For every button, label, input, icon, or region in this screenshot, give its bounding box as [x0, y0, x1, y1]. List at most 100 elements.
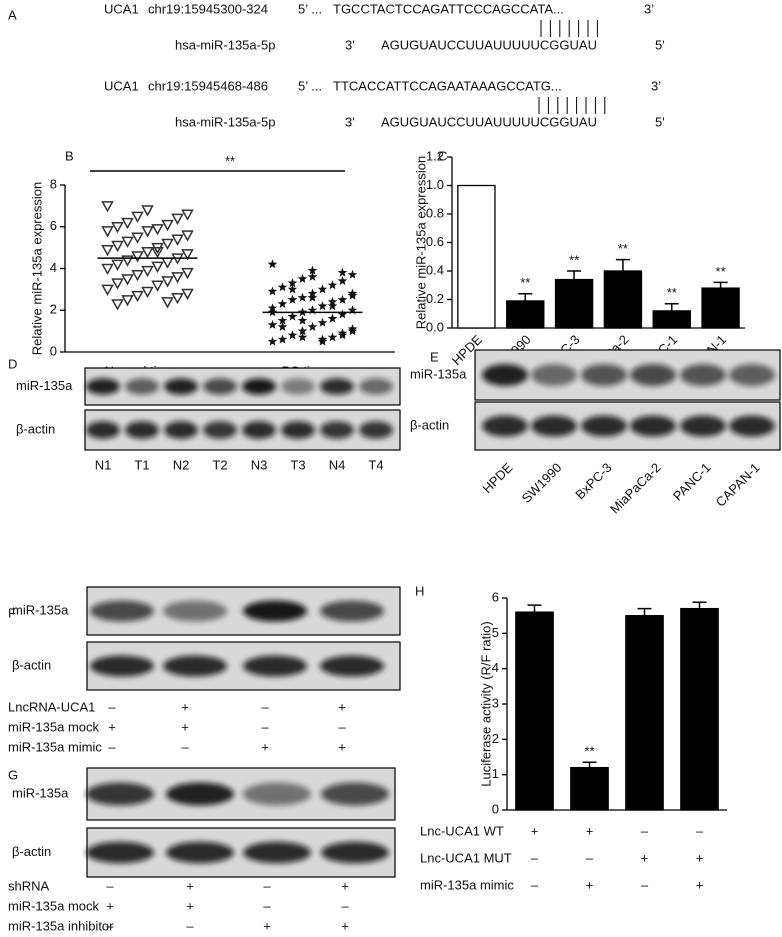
y-axis-label: Relative miR-135a expression	[413, 156, 428, 329]
marker	[181, 267, 194, 280]
band	[166, 782, 234, 806]
bar	[625, 615, 664, 811]
marker	[327, 313, 338, 323]
error-bar	[615, 258, 630, 271]
significance: **	[584, 744, 594, 759]
band	[281, 378, 315, 395]
marker	[141, 286, 154, 299]
band	[242, 421, 276, 439]
band	[320, 421, 354, 439]
condition-mark: –	[261, 719, 269, 734]
panel-letter: F	[8, 605, 16, 620]
sequence: TGCCTACTCCAGATTCCCAGCCATA...	[333, 1, 564, 16]
condition-mark: +	[341, 878, 349, 893]
marker	[111, 299, 124, 311]
marker	[181, 249, 194, 261]
bar	[506, 300, 545, 329]
error-bar	[713, 281, 728, 289]
lane-label: T2	[212, 457, 227, 472]
marker	[277, 334, 288, 344]
marker	[131, 251, 144, 263]
band	[243, 655, 307, 677]
marker	[337, 294, 348, 304]
marker	[161, 257, 174, 269]
marker	[347, 326, 358, 336]
marker	[337, 267, 348, 277]
sequence: TTCACCATTCCAGAATAAAGCCATG...	[333, 78, 562, 93]
band	[359, 421, 393, 439]
marker	[121, 236, 134, 248]
bar	[515, 611, 554, 811]
marker	[111, 222, 124, 234]
band	[321, 782, 389, 806]
marker	[121, 274, 134, 286]
condition-mark: –	[263, 898, 271, 913]
condition-mark: +	[181, 719, 189, 734]
error-bar	[518, 293, 533, 301]
condition-label: miR-135a mimic	[420, 877, 514, 892]
lane-label: N3	[251, 457, 268, 472]
marker	[267, 286, 278, 296]
marker	[171, 292, 184, 305]
condition-mark: +	[641, 850, 649, 865]
y-tick-label: 0.4	[426, 262, 444, 277]
marker	[111, 259, 124, 271]
y-tick-label: 4	[492, 660, 499, 675]
condition-label: miR-135a inhibitor	[8, 918, 114, 933]
y-axis-label: Luciferase activity (R/F ratio)	[478, 621, 493, 786]
band	[630, 364, 676, 386]
marker	[277, 321, 288, 331]
lane-label: BxPC-3	[572, 460, 614, 502]
marker	[297, 315, 308, 325]
condition-mark: –	[263, 878, 271, 893]
condition-mark: –	[108, 739, 116, 754]
marker	[337, 309, 348, 319]
marker	[181, 230, 194, 242]
prime: 3’	[644, 1, 654, 16]
prime: 3’	[651, 78, 661, 93]
band	[86, 421, 120, 439]
condition-mark: +	[696, 877, 704, 892]
y-tick-label: 0	[50, 343, 57, 358]
band	[482, 415, 528, 437]
band	[531, 415, 577, 437]
marker	[181, 209, 194, 221]
lane-label: N1	[95, 457, 112, 472]
marker	[141, 247, 154, 259]
prime: 5'	[655, 114, 665, 129]
condition-mark: –	[641, 877, 649, 892]
marker	[297, 326, 308, 336]
condition-mark: +	[338, 739, 346, 754]
locus: chr19:15945468-486	[148, 78, 268, 93]
marker	[287, 330, 298, 340]
marker	[131, 232, 144, 244]
condition-mark: +	[108, 719, 116, 734]
marker	[131, 290, 144, 303]
marker	[161, 276, 174, 288]
lane-label: CAPAN-1	[713, 460, 763, 510]
marker	[171, 272, 184, 284]
condition-label: LncRNA-UCA1	[8, 699, 95, 714]
condition-mark: –	[106, 918, 114, 933]
marker	[101, 226, 114, 238]
band	[163, 600, 227, 622]
significance: **	[667, 285, 677, 300]
y-tick-label: 0.0	[426, 319, 444, 334]
y-tick-label: 2	[50, 302, 57, 317]
condition-mark: +	[106, 898, 114, 913]
band	[581, 364, 627, 386]
locus: chr19:15945300-324	[148, 1, 268, 16]
condition-mark: –	[341, 898, 349, 913]
marker	[131, 211, 144, 223]
condition-mark: –	[531, 850, 539, 865]
panel-letter: G	[8, 767, 18, 782]
band	[630, 415, 676, 437]
bar	[680, 607, 719, 811]
y-tick-label: 4	[50, 260, 57, 275]
mirna-sequence: AGUGUAUCCUUAUUUUUCGGUAU	[381, 37, 597, 52]
condition-mark: –	[181, 739, 189, 754]
condition-mark: –	[531, 877, 539, 892]
panel-letter: A	[8, 7, 17, 22]
